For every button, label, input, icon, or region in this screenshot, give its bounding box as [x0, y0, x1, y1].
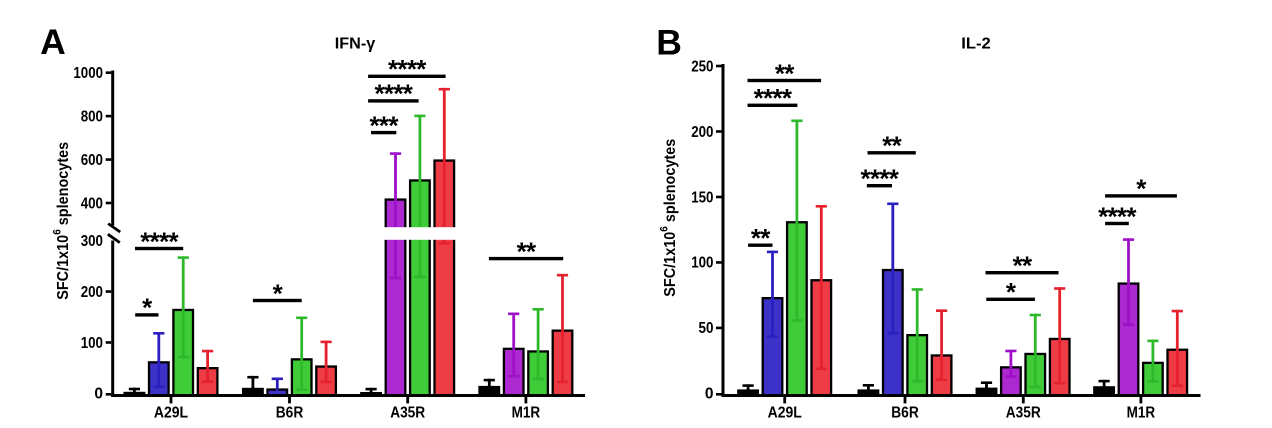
svg-text:**: ** — [517, 236, 537, 266]
svg-text:100: 100 — [691, 255, 713, 272]
svg-text:200: 200 — [81, 284, 103, 301]
svg-text:SFC/1x106 splenocytes: SFC/1x106 splenocytes — [659, 139, 680, 297]
svg-text:400: 400 — [81, 195, 103, 212]
svg-text:0: 0 — [705, 386, 714, 403]
svg-text:B6R: B6R — [276, 405, 304, 422]
svg-text:A35R: A35R — [1006, 405, 1041, 422]
svg-text:****: **** — [375, 79, 414, 109]
svg-text:*: * — [273, 278, 284, 308]
svg-text:***: *** — [370, 110, 400, 140]
svg-text:**: ** — [882, 131, 902, 161]
svg-text:****: **** — [754, 83, 793, 113]
svg-text:*: * — [1136, 174, 1147, 204]
svg-text:****: **** — [1098, 201, 1137, 231]
svg-text:**: ** — [751, 223, 771, 253]
svg-text:600: 600 — [81, 152, 103, 169]
svg-text:****: **** — [861, 164, 900, 194]
svg-text:A29L: A29L — [154, 405, 188, 422]
svg-text:IFN-γ: IFN-γ — [335, 35, 376, 52]
svg-text:SFC/1x106 splenocytes: SFC/1x106 splenocytes — [52, 142, 73, 300]
svg-text:200: 200 — [691, 124, 713, 141]
svg-text:A29L: A29L — [768, 405, 802, 422]
svg-text:****: **** — [140, 226, 179, 256]
svg-text:IL-2: IL-2 — [961, 35, 991, 52]
svg-text:50: 50 — [699, 320, 714, 337]
svg-text:****: **** — [388, 54, 427, 84]
svg-text:150: 150 — [691, 189, 713, 206]
svg-text:A35R: A35R — [390, 405, 425, 422]
svg-text:300: 300 — [81, 233, 103, 250]
svg-text:800: 800 — [81, 108, 103, 125]
svg-text:M1R: M1R — [512, 405, 541, 422]
svg-text:*: * — [1006, 277, 1017, 307]
svg-text:250: 250 — [691, 58, 713, 75]
svg-text:100: 100 — [81, 335, 103, 352]
svg-text:A: A — [40, 22, 66, 62]
svg-text:*: * — [142, 293, 153, 323]
svg-text:1000: 1000 — [73, 65, 103, 82]
svg-text:0: 0 — [94, 386, 103, 403]
svg-text:**: ** — [775, 58, 795, 88]
svg-text:M1R: M1R — [1127, 405, 1156, 422]
svg-text:B: B — [656, 22, 682, 62]
svg-text:**: ** — [1013, 251, 1033, 281]
svg-text:B6R: B6R — [891, 405, 919, 422]
